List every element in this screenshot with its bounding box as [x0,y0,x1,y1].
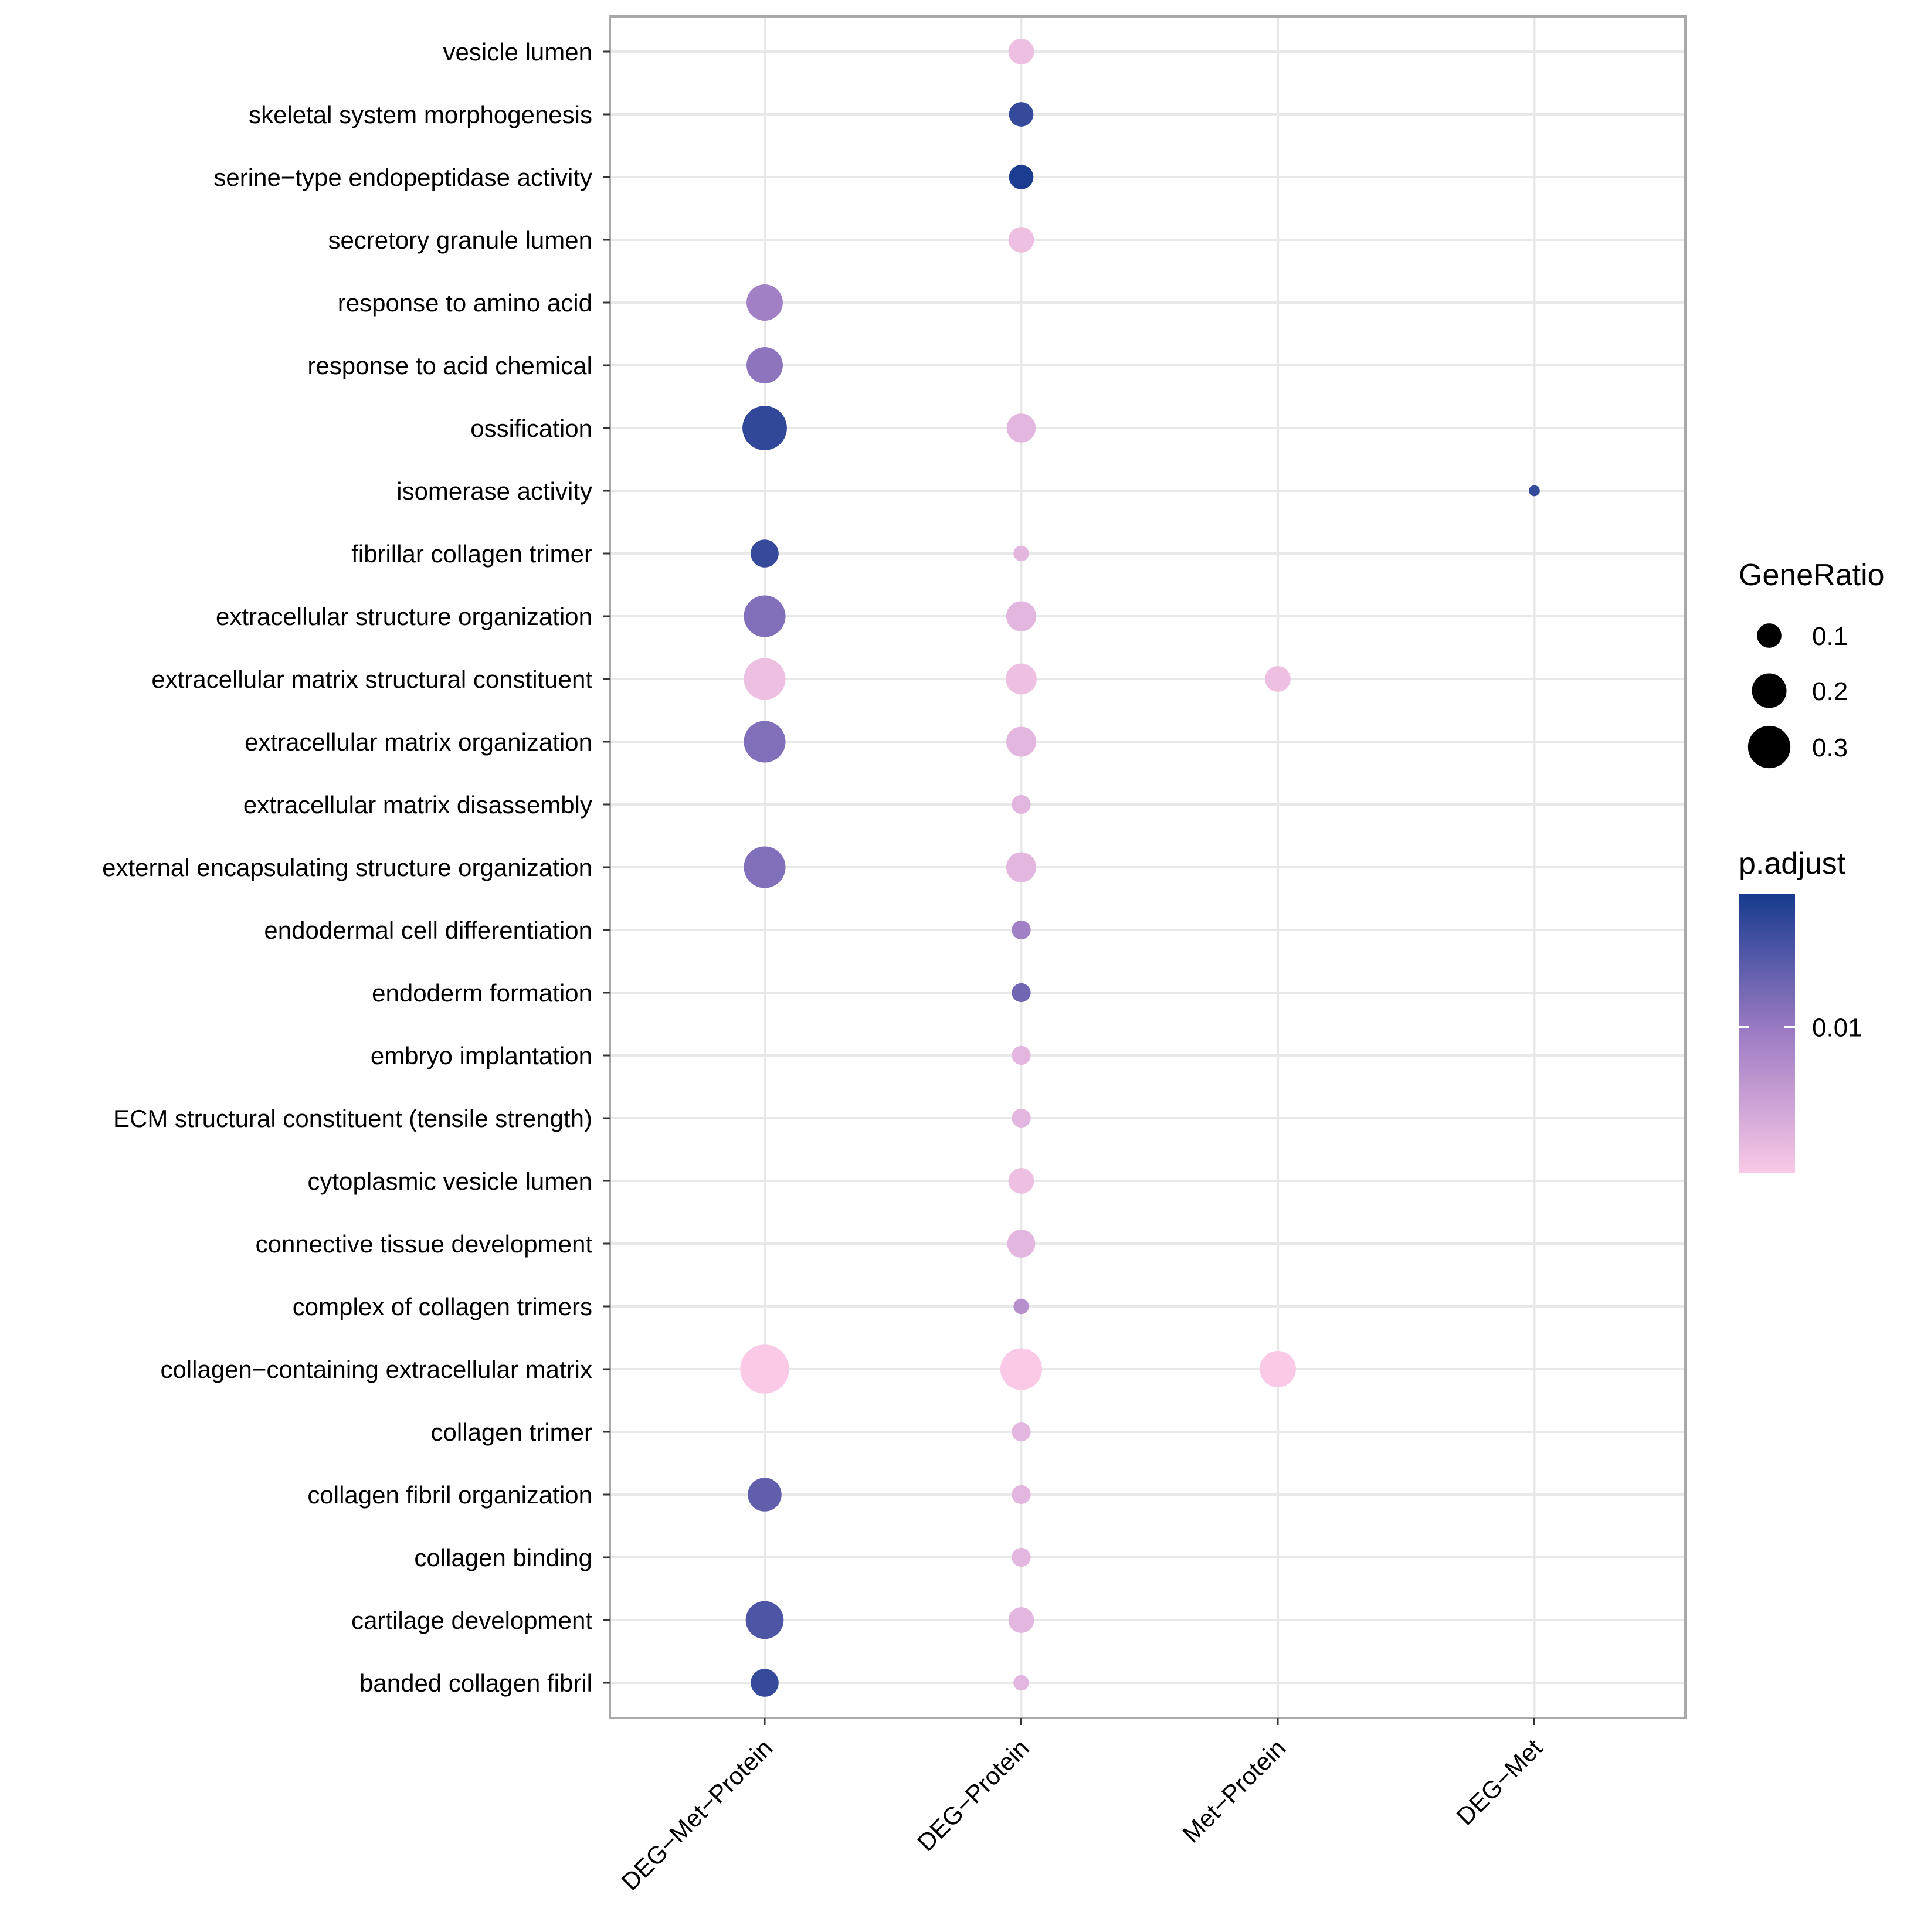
data-point [1008,227,1034,253]
y-tick-label: serine−type endopeptidase activity [213,164,592,191]
y-tick-label: collagen fibril organization [307,1481,592,1509]
data-point [1006,413,1036,443]
data-point [1006,601,1037,631]
data-point [1265,666,1291,692]
y-tick-label: extracellular structure organization [216,603,592,630]
data-point [1012,1547,1031,1567]
data-point [744,658,786,700]
generatio-legend-title: GeneRatio [1739,558,1885,592]
y-tick-label: endodermal cell differentiation [264,916,592,944]
data-point [744,721,786,763]
data-point [751,539,779,568]
data-point [1006,726,1037,757]
size-legend-label: 0.1 [1812,622,1848,651]
y-tick-label: response to amino acid [338,289,592,317]
size-legend-label: 0.3 [1812,734,1848,762]
y-tick-label: secretory granule lumen [328,226,592,254]
y-tick-label: skeletal system morphogenesis [249,101,592,128]
size-legend-key [1747,725,1791,769]
y-tick-label: banded collagen fibril [359,1669,592,1697]
data-point [746,347,783,383]
data-point [1000,1348,1043,1390]
data-point [744,846,786,888]
data-point [751,1669,779,1697]
y-tick-label: connective tissue development [256,1230,593,1258]
data-point [1006,663,1037,695]
y-tick-label: ossification [470,415,592,442]
y-tick-label: cartilage development [351,1607,592,1634]
data-point [1013,545,1029,562]
y-tick-label: response to acid chemical [307,352,592,379]
generatio-legend: GeneRatio 0.1 0.2 0.3 [1739,558,1885,769]
data-point [1013,1675,1029,1691]
y-tick-label: collagen−containing extracellular matrix [160,1356,592,1383]
y-tick-label: external encapsulating structure organiz… [102,854,592,881]
data-point [1260,1351,1296,1387]
data-point [1008,1168,1034,1194]
y-axis-labels: vesicle lumen skeletal system morphogenes… [102,38,610,1697]
data-point [1007,1230,1036,1258]
y-tick-label: isomerase activity [396,477,592,505]
data-point [1013,1298,1029,1315]
y-tick-label: extracellular matrix organization [245,728,592,756]
y-tick-label: collagen binding [414,1544,592,1571]
data-points [740,39,1540,1697]
data-point [1529,485,1540,497]
data-point [1012,794,1031,814]
data-point [748,1478,782,1512]
y-tick-label: complex of collagen trimers [293,1293,592,1320]
y-tick-label: endoderm formation [372,979,592,1007]
data-point [1012,1108,1031,1128]
data-point [1012,1422,1031,1442]
y-tick-label: collagen trimer [431,1418,592,1446]
data-point [1009,102,1034,127]
colorbar-tick-label: 0.01 [1812,1014,1862,1043]
data-point [742,406,787,450]
data-point [1012,920,1031,940]
data-point [744,595,786,637]
y-tick-label: ECM structural constituent (tensile stre… [113,1105,592,1132]
data-point [1012,983,1031,1003]
data-point [740,1344,789,1394]
data-point [1008,1607,1034,1633]
padjust-legend: p.adjust 0.01 [1739,847,1862,1173]
y-tick-label: extracellular matrix disassembly [243,791,592,819]
data-point [1009,165,1034,189]
padjust-colorbar [1739,894,1795,1173]
y-tick-label: cytoplasmic vesicle lumen [307,1167,592,1195]
data-point [1012,1045,1031,1065]
data-point [745,1601,784,1639]
y-tick-label: embryo implantation [371,1042,592,1069]
data-point [746,284,783,321]
size-legend-key [1752,673,1787,708]
size-legend-label: 0.2 [1812,677,1848,706]
data-point [1008,39,1034,64]
y-tick-label: extracellular matrix structural constitu… [151,665,592,693]
y-tick-label: fibrillar collagen trimer [351,540,592,568]
data-point [1006,852,1037,882]
padjust-legend-title: p.adjust [1739,847,1846,881]
y-tick-label: vesicle lumen [443,38,592,66]
size-legend-key [1757,623,1782,648]
data-point [1012,1485,1031,1505]
